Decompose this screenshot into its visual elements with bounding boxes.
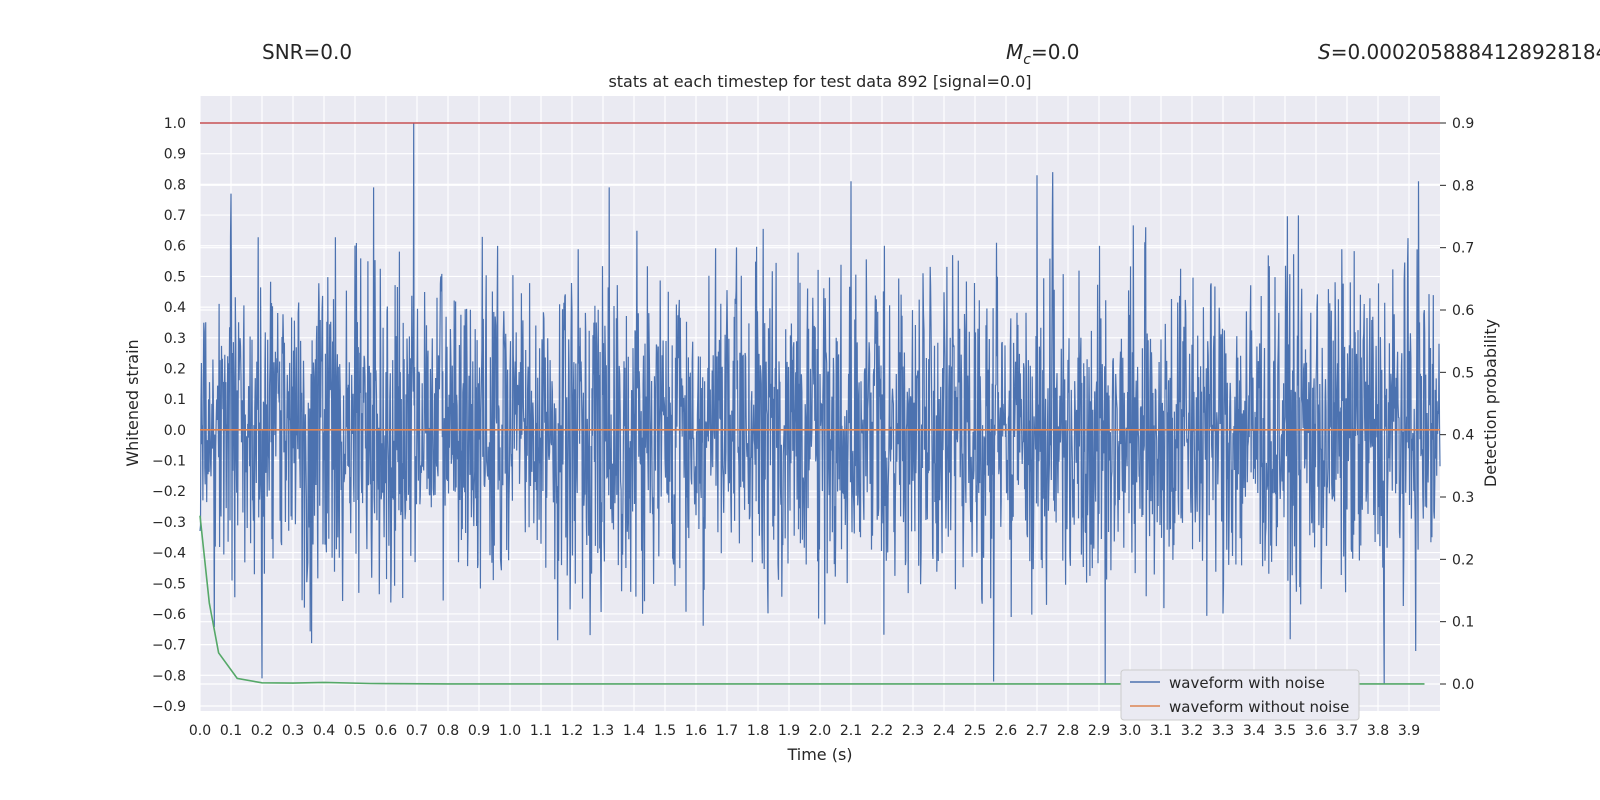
x-tick-label: 3.8 bbox=[1367, 723, 1389, 739]
x-tick-label: 3.7 bbox=[1336, 723, 1358, 739]
x-tick-label: 1.3 bbox=[592, 723, 614, 739]
legend: waveform with noise waveform without noi… bbox=[1120, 669, 1360, 721]
legend-label-clean: waveform without noise bbox=[1169, 698, 1349, 716]
x-tick-label: 2.7 bbox=[1026, 723, 1048, 739]
x-tick-label: 3.4 bbox=[1243, 723, 1265, 739]
y2-tick-label: 0.6 bbox=[1452, 303, 1474, 319]
x-tick-label: 1.8 bbox=[747, 723, 769, 739]
x-tick-label: 1.9 bbox=[778, 723, 800, 739]
series-waveform-with-noise bbox=[199, 122, 1441, 685]
y-tick-label: −0.2 bbox=[152, 484, 186, 500]
y-tick-label: −0.6 bbox=[152, 607, 186, 623]
legend-label-noisy: waveform with noise bbox=[1169, 674, 1325, 692]
y-tick-label: 0.4 bbox=[164, 300, 186, 316]
x-tick-label: 0.8 bbox=[437, 723, 459, 739]
s-label: S=0.00020588841289281845 bbox=[1318, 40, 1600, 64]
x-tick-label: 2.0 bbox=[809, 723, 831, 739]
mc-label: Mc=0.0 bbox=[1006, 40, 1080, 68]
x-tick-label: 2.9 bbox=[1088, 723, 1110, 739]
y-tick-label: 0.8 bbox=[164, 177, 186, 193]
y2-axis-label: Detection probability bbox=[1481, 319, 1500, 487]
x-tick-label: 1.5 bbox=[654, 723, 676, 739]
y2-tick-label: 0.0 bbox=[1452, 677, 1474, 693]
x-tick-label: 2.6 bbox=[995, 723, 1017, 739]
x-tick-label: 3.0 bbox=[1119, 723, 1141, 739]
y2-tick-label: 0.2 bbox=[1452, 552, 1474, 568]
y-tick-label: 0.5 bbox=[164, 269, 186, 285]
x-tick-label: 1.1 bbox=[530, 723, 552, 739]
y-tick-label: 0.7 bbox=[164, 208, 186, 224]
x-tick-label: 2.3 bbox=[902, 723, 924, 739]
y-tick-label: 0.3 bbox=[164, 331, 186, 347]
x-axis-label: Time (s) bbox=[786, 745, 852, 764]
y2-tick-label: 0.4 bbox=[1452, 428, 1474, 444]
x-tick-label: 2.5 bbox=[964, 723, 986, 739]
x-tick-label: 1.7 bbox=[716, 723, 738, 739]
legend-box bbox=[1120, 669, 1360, 721]
y-tick-label: −0.9 bbox=[152, 699, 186, 715]
series-detection-probability bbox=[199, 515, 1425, 685]
y-tick-label: 0.1 bbox=[164, 392, 186, 408]
y-tick-label: −0.7 bbox=[152, 638, 186, 654]
y-axis-left: 1.0 0.9 0.8 0.7 0.6 0.5 0.4 0.3 0.2 0.1 0.0 −0.1 −0.… bbox=[152, 116, 186, 715]
y-tick-label: −0.1 bbox=[152, 454, 186, 470]
y2-tick-label: 0.9 bbox=[1452, 116, 1474, 132]
y-tick-label: −0.4 bbox=[152, 546, 186, 562]
y-tick-label: 0.9 bbox=[164, 147, 186, 163]
y2-tick-label: 0.1 bbox=[1452, 615, 1474, 631]
x-tick-label: 2.2 bbox=[871, 723, 893, 739]
y-axis-label: Whitened strain bbox=[123, 339, 142, 466]
y2-tick-label: 0.5 bbox=[1452, 365, 1474, 381]
x-tick-label: 2.1 bbox=[840, 723, 862, 739]
y-tick-label: −0.3 bbox=[152, 515, 186, 531]
x-tick-label: 0.9 bbox=[468, 723, 490, 739]
x-tick-label: 0.4 bbox=[313, 723, 335, 739]
x-tick-label: 2.4 bbox=[933, 723, 955, 739]
series-layer bbox=[199, 122, 1441, 685]
y-tick-label: 1.0 bbox=[164, 116, 186, 132]
x-tick-label: 0.3 bbox=[282, 723, 304, 739]
chart-title: stats at each timestep for test data 892… bbox=[608, 72, 1031, 91]
x-tick-label: 3.6 bbox=[1305, 723, 1327, 739]
x-tick-label: 0.0 bbox=[189, 723, 211, 739]
x-tick-label: 0.7 bbox=[406, 723, 428, 739]
x-tick-label: 3.1 bbox=[1150, 723, 1172, 739]
x-tick-label: 2.8 bbox=[1057, 723, 1079, 739]
x-tick-label: 3.2 bbox=[1181, 723, 1203, 739]
x-tick-label: 1.2 bbox=[561, 723, 583, 739]
x-tick-label: 3.5 bbox=[1274, 723, 1296, 739]
x-tick-label: 1.0 bbox=[499, 723, 521, 739]
y2-tick-label: 0.8 bbox=[1452, 178, 1474, 194]
x-tick-label: 1.6 bbox=[685, 723, 707, 739]
x-tick-label: 0.6 bbox=[375, 723, 397, 739]
x-tick-label: 0.5 bbox=[344, 723, 366, 739]
x-tick-label: 0.1 bbox=[220, 723, 242, 739]
x-tick-label: 1.4 bbox=[623, 723, 645, 739]
y-tick-label: −0.5 bbox=[152, 576, 186, 592]
y-tick-label: 0.2 bbox=[164, 361, 186, 377]
y2-tick-label: 0.7 bbox=[1452, 241, 1474, 257]
y-tick-label: 0.6 bbox=[164, 239, 186, 255]
x-tick-label: 3.9 bbox=[1398, 723, 1420, 739]
y2-tick-label: 0.3 bbox=[1452, 490, 1474, 506]
x-tick-label: 3.3 bbox=[1212, 723, 1234, 739]
y-tick-label: −0.8 bbox=[152, 668, 186, 684]
y-tick-label: 0.0 bbox=[164, 423, 186, 439]
y-axis-right: 0.9 0.8 0.7 0.6 0.5 0.4 0.3 0.2 0.1 0.0 bbox=[1440, 116, 1474, 693]
x-tick-label: 0.2 bbox=[251, 723, 273, 739]
x-axis: 0.0 0.1 0.2 0.3 0.4 0.5 0.6 0.7 0.8 0.9 1.0 1.1 1.2 1… bbox=[189, 723, 1420, 739]
snr-label: SNR=0.0 bbox=[262, 40, 353, 64]
